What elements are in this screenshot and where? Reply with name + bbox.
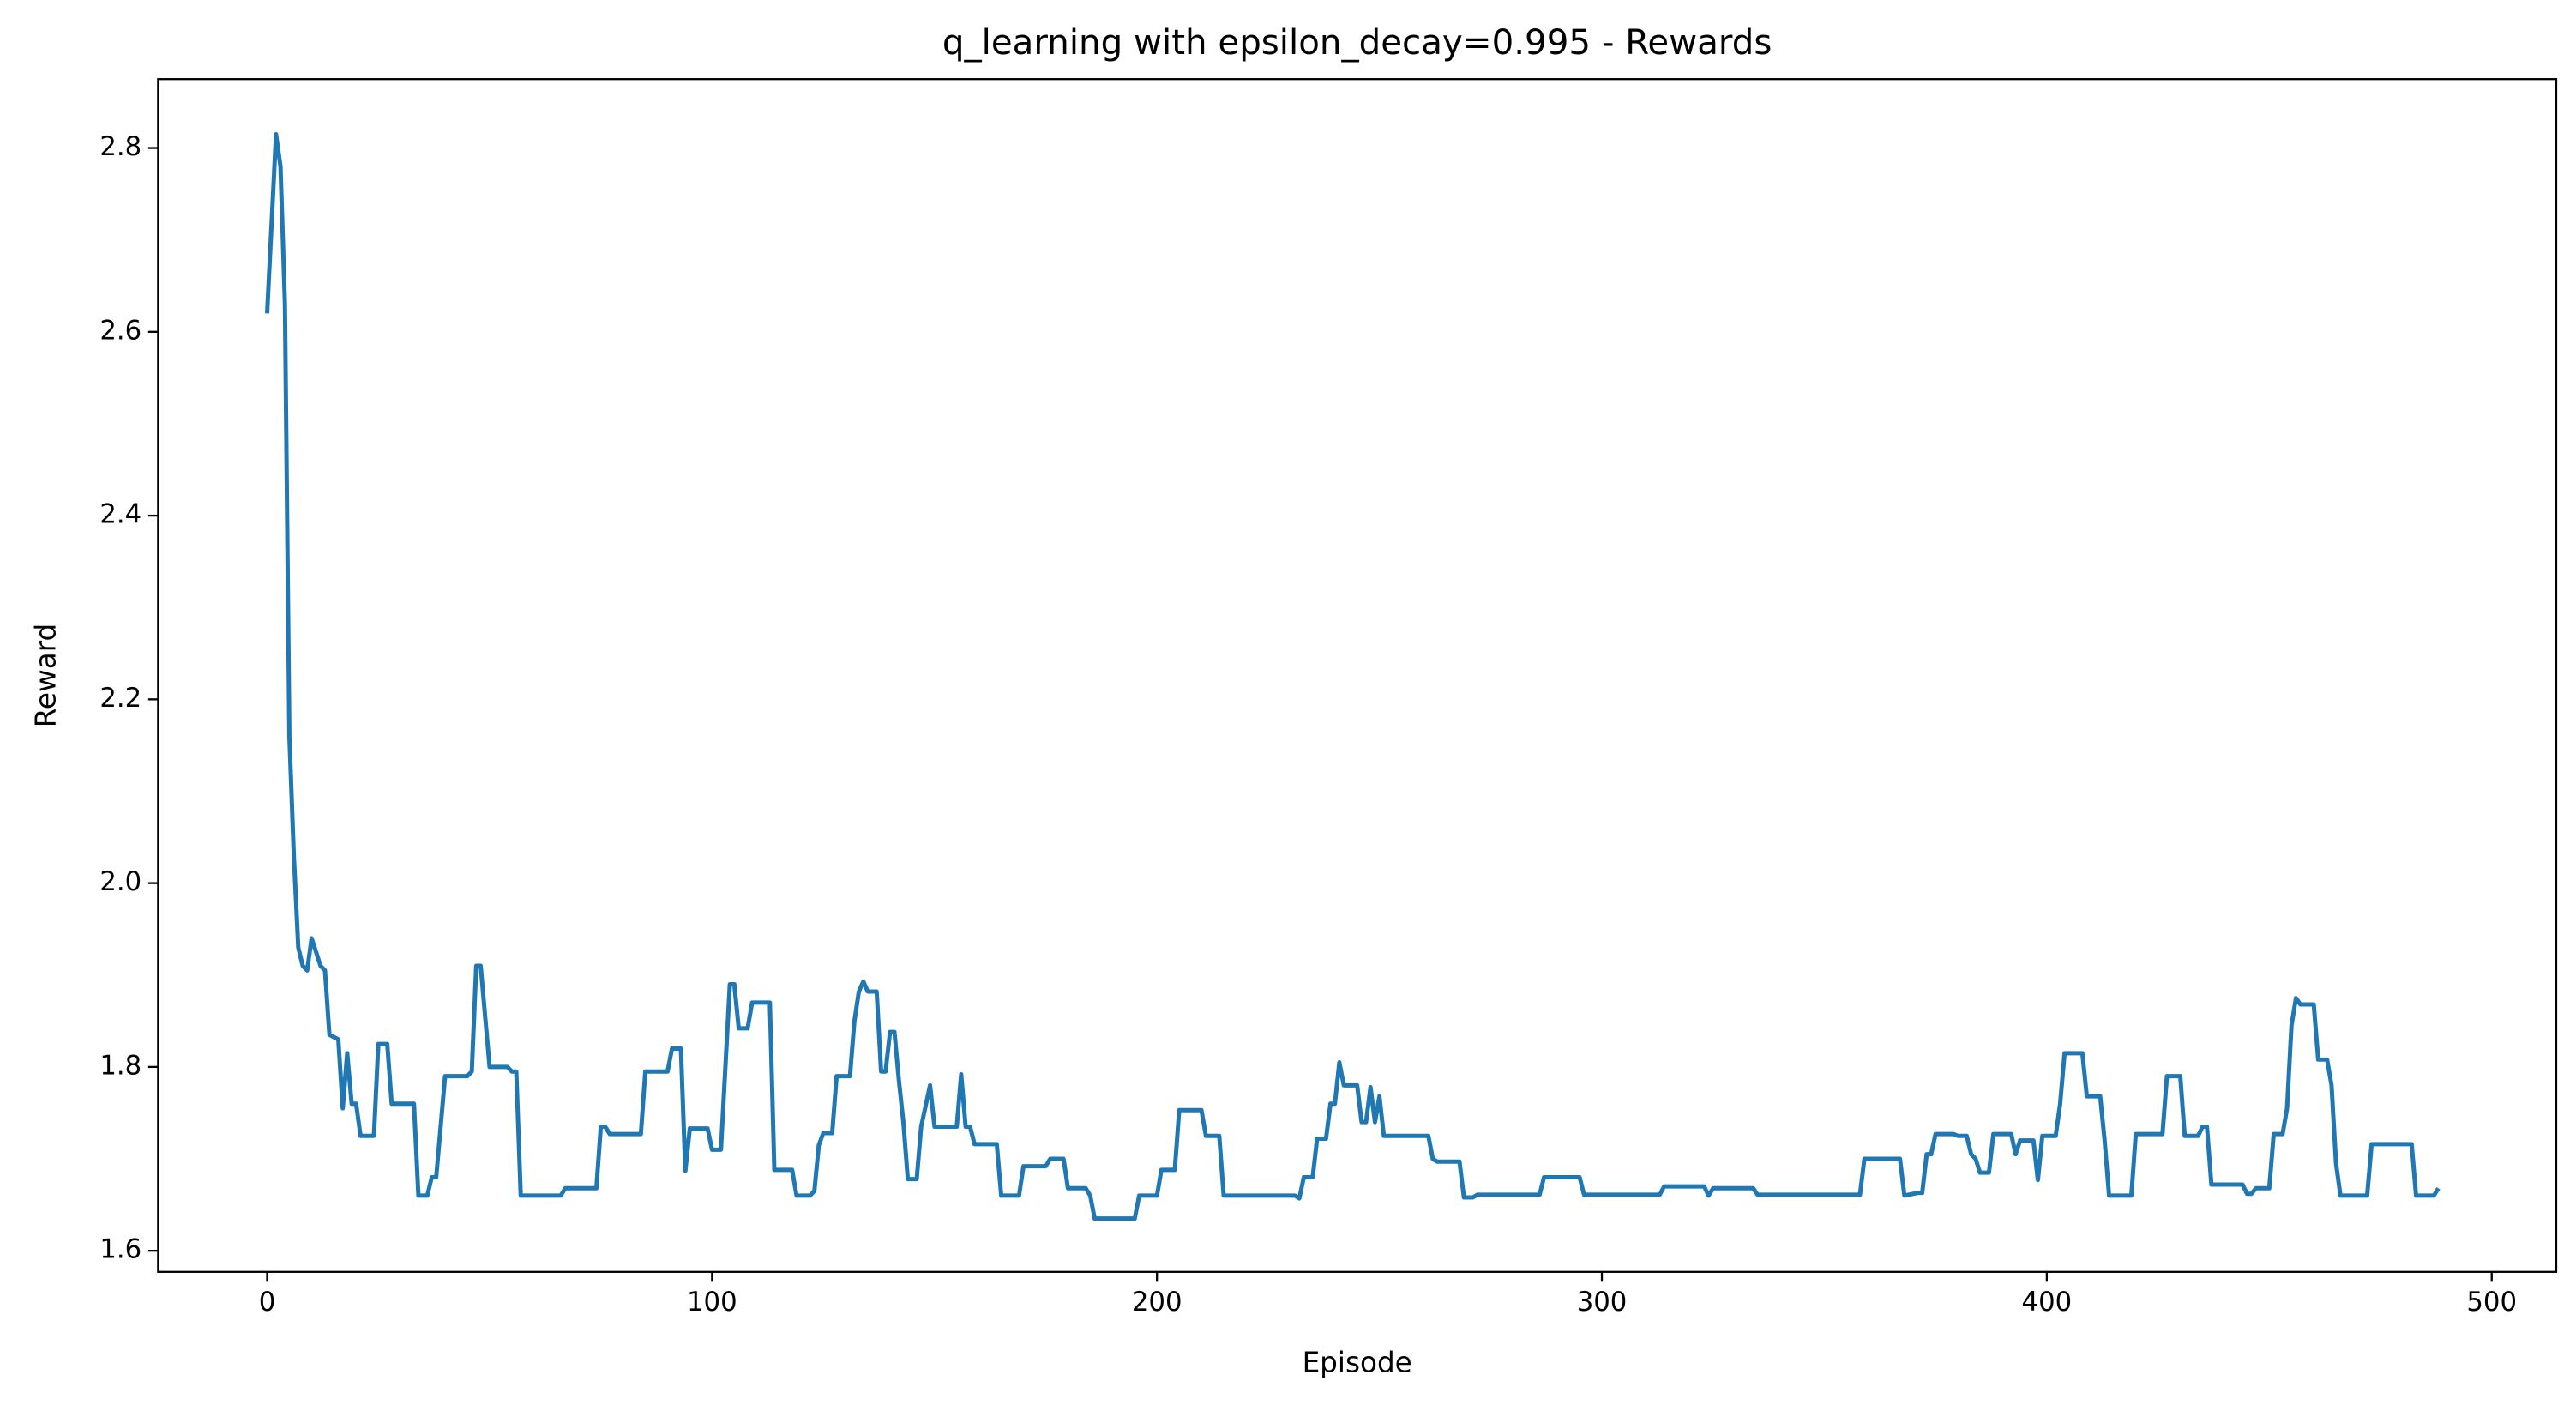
y-tick-label: 2.2 — [99, 683, 141, 714]
y-tick-label: 1.6 — [99, 1234, 141, 1265]
y-axis-label: Reward — [30, 624, 63, 728]
reward-line — [265, 131, 2441, 1221]
y-tick-label: 2.0 — [99, 866, 141, 897]
x-axis-label: Episode — [1303, 1346, 1412, 1378]
plot-frame — [157, 78, 2558, 1273]
y-tick-label: 2.6 — [99, 315, 141, 346]
x-tick-label: 200 — [1132, 1287, 1183, 1318]
x-tick-label: 100 — [687, 1287, 737, 1318]
y-tick-label: 2.8 — [99, 131, 141, 162]
x-tick-label: 300 — [1577, 1287, 1628, 1318]
x-tick-label: 0 — [259, 1287, 276, 1318]
x-tick-label: 400 — [2022, 1287, 2073, 1318]
x-tick-label: 500 — [2466, 1287, 2517, 1318]
y-tick-label: 1.8 — [99, 1050, 141, 1081]
y-tick-label: 2.4 — [99, 499, 141, 530]
chart-title: q_learning with epsilon_decay=0.995 - Re… — [942, 22, 1773, 63]
